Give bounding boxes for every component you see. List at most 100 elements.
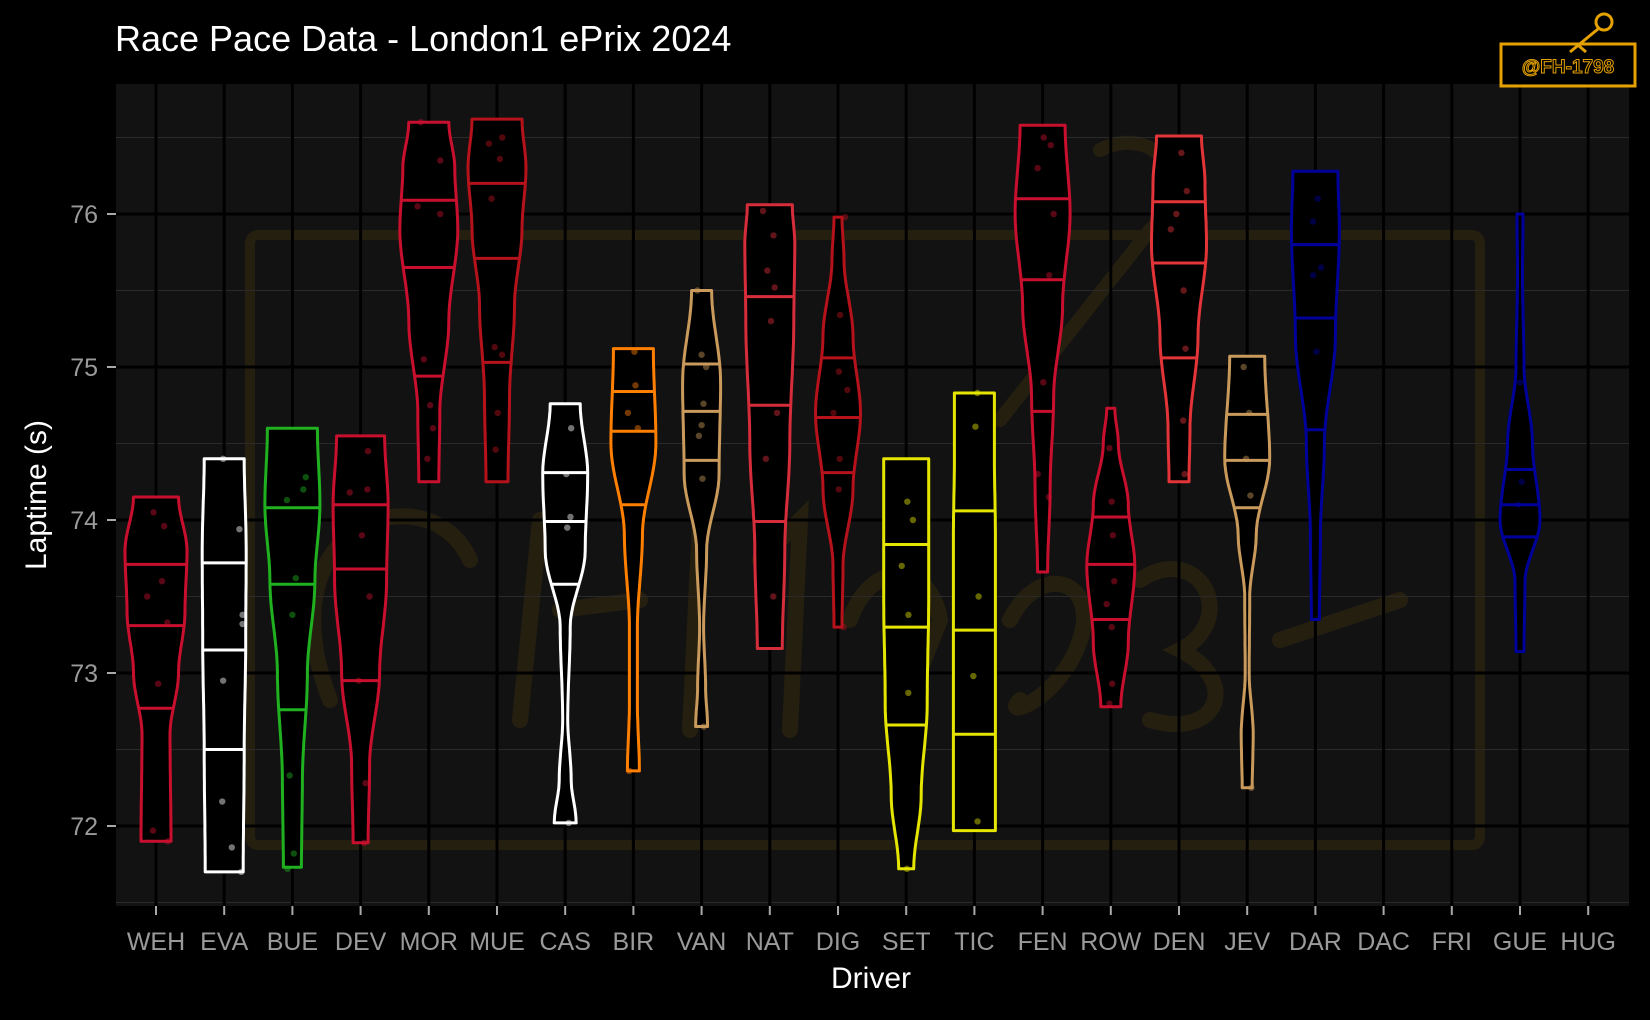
lap-point bbox=[844, 386, 851, 394]
lap-point bbox=[437, 210, 444, 218]
lap-point bbox=[1109, 680, 1116, 687]
lap-point bbox=[1167, 226, 1175, 233]
lap-point bbox=[429, 425, 437, 432]
violin-body bbox=[466, 117, 528, 484]
lap-point bbox=[1180, 417, 1187, 424]
violin-body bbox=[951, 391, 997, 833]
lap-point bbox=[239, 620, 246, 628]
lap-point bbox=[1248, 784, 1255, 791]
violin-den bbox=[1150, 134, 1208, 484]
lap-point bbox=[972, 423, 979, 430]
lap-point bbox=[437, 157, 444, 164]
lap-point bbox=[164, 838, 172, 845]
lap-point bbox=[358, 532, 366, 539]
lap-point bbox=[974, 389, 981, 397]
y-tick-label: 76 bbox=[70, 201, 98, 229]
lap-point bbox=[1047, 141, 1054, 149]
violin-tic bbox=[951, 389, 997, 833]
lap-point bbox=[1240, 363, 1247, 371]
violin-body bbox=[123, 495, 189, 843]
lap-point bbox=[835, 486, 842, 493]
lap-point bbox=[767, 317, 775, 325]
x-tick-label: GUE bbox=[1493, 928, 1547, 956]
lap-point bbox=[1314, 195, 1321, 202]
lap-point bbox=[698, 351, 705, 358]
lap-point bbox=[762, 455, 770, 462]
logo-key-tooth bbox=[1577, 43, 1587, 54]
lap-point bbox=[1050, 210, 1057, 218]
logo-text: @FH-1798 bbox=[1522, 57, 1614, 78]
lap-point bbox=[1309, 218, 1317, 225]
lap-point bbox=[362, 779, 369, 787]
lap-point bbox=[695, 432, 703, 440]
lap-point bbox=[1106, 444, 1113, 452]
lap-point bbox=[974, 818, 981, 825]
x-tick-label: SET bbox=[882, 928, 931, 956]
violin-body bbox=[814, 215, 862, 629]
lap-point bbox=[771, 284, 778, 291]
violin-fen bbox=[1013, 123, 1072, 574]
chart-title: Race Pace Data - London1 ePrix 2024 bbox=[115, 18, 731, 59]
violin-body bbox=[200, 457, 248, 874]
lap-point bbox=[975, 593, 982, 600]
violin-cas bbox=[541, 402, 590, 827]
lap-point bbox=[1034, 164, 1041, 172]
violin-weh bbox=[123, 495, 189, 845]
lap-point bbox=[488, 195, 495, 202]
lap-point bbox=[1173, 210, 1180, 218]
lap-point bbox=[1045, 493, 1053, 501]
x-tick-label: BUE bbox=[267, 928, 318, 956]
lap-point bbox=[1180, 287, 1187, 294]
x-tick-label: TIC bbox=[954, 928, 994, 956]
violin-body bbox=[331, 434, 390, 845]
x-tick-label: NAT bbox=[746, 928, 794, 956]
x-tick-label: HUG bbox=[1560, 928, 1616, 956]
violin-body bbox=[1085, 406, 1137, 709]
lap-point bbox=[292, 574, 299, 582]
lap-point bbox=[836, 455, 843, 462]
lap-point bbox=[1045, 272, 1053, 279]
lap-point bbox=[1516, 379, 1524, 386]
x-tick-label: WEH bbox=[127, 928, 185, 956]
lap-point bbox=[1182, 345, 1189, 352]
lap-point bbox=[903, 865, 911, 873]
lap-point bbox=[364, 486, 371, 493]
x-tick-label: CAS bbox=[539, 928, 590, 956]
lap-point bbox=[1040, 134, 1047, 141]
lap-point bbox=[220, 455, 227, 462]
violin-eva bbox=[200, 455, 248, 876]
lap-point bbox=[360, 839, 368, 847]
violin-nat bbox=[743, 203, 797, 650]
lap-point bbox=[420, 356, 428, 363]
lap-point bbox=[830, 409, 837, 417]
lap-point bbox=[289, 611, 296, 619]
lap-point bbox=[1317, 264, 1325, 271]
violin-body bbox=[398, 120, 460, 484]
x-tick-label: MOR bbox=[400, 928, 458, 956]
lap-point bbox=[496, 155, 504, 163]
lap-point bbox=[492, 446, 499, 453]
violin-mue bbox=[466, 117, 528, 484]
y-tick-label: 73 bbox=[70, 660, 98, 688]
lap-point bbox=[158, 578, 166, 585]
lap-point bbox=[427, 402, 434, 409]
lap-point bbox=[414, 203, 421, 210]
x-tick-label: FEN bbox=[1018, 928, 1068, 956]
lap-point bbox=[160, 522, 168, 530]
lap-point bbox=[1040, 379, 1047, 386]
x-tick-label: MUE bbox=[469, 928, 525, 956]
lap-point bbox=[567, 513, 574, 521]
violin-body bbox=[609, 347, 658, 773]
lap-point bbox=[364, 447, 372, 455]
lap-point bbox=[302, 473, 309, 481]
violin-body bbox=[1223, 354, 1272, 790]
violin-body bbox=[743, 203, 797, 650]
lap-point bbox=[236, 525, 243, 533]
lap-point bbox=[624, 409, 632, 417]
lap-point bbox=[144, 593, 151, 600]
watermark-logo: @FH-1798 bbox=[1499, 12, 1637, 88]
x-tick-label: DEV bbox=[335, 928, 387, 956]
x-tick-label: DIG bbox=[816, 928, 860, 956]
lap-point bbox=[565, 819, 572, 827]
